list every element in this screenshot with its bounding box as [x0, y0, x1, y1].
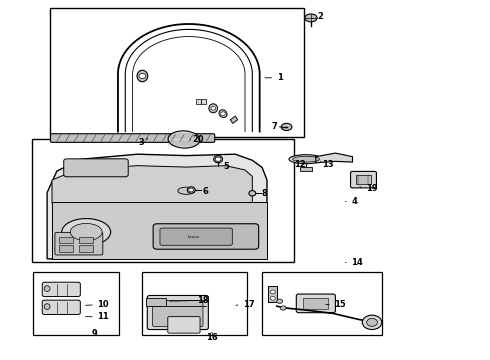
FancyBboxPatch shape [50, 134, 215, 142]
Ellipse shape [289, 155, 323, 164]
Text: Lexus: Lexus [188, 235, 200, 239]
Text: 17: 17 [243, 300, 255, 309]
Ellipse shape [71, 224, 102, 240]
Text: 14: 14 [351, 258, 363, 267]
Text: 13: 13 [322, 161, 334, 170]
Text: 2: 2 [318, 12, 323, 21]
Bar [59, 245, 73, 252]
Ellipse shape [214, 156, 222, 163]
Ellipse shape [178, 187, 195, 194]
Ellipse shape [281, 123, 292, 131]
Bar [201, 99, 206, 104]
Bar [147, 298, 166, 306]
Circle shape [277, 299, 283, 303]
Ellipse shape [62, 219, 111, 246]
Text: 18: 18 [197, 296, 209, 305]
Bar [262, 272, 382, 335]
Text: 10: 10 [98, 300, 109, 309]
Bar [300, 167, 313, 171]
Ellipse shape [44, 286, 50, 292]
Text: 7: 7 [271, 122, 277, 131]
FancyBboxPatch shape [153, 224, 259, 249]
Ellipse shape [249, 190, 256, 196]
Circle shape [139, 73, 146, 78]
Bar [32, 139, 294, 262]
Text: 15: 15 [334, 300, 346, 309]
Bar [79, 237, 93, 243]
Polygon shape [52, 202, 267, 259]
Bar [356, 175, 370, 184]
FancyBboxPatch shape [168, 317, 200, 333]
FancyBboxPatch shape [160, 228, 232, 245]
Ellipse shape [293, 156, 319, 162]
FancyBboxPatch shape [42, 282, 80, 297]
Polygon shape [316, 153, 352, 163]
Circle shape [270, 297, 275, 300]
FancyBboxPatch shape [64, 159, 128, 177]
Ellipse shape [187, 187, 195, 193]
Text: 16: 16 [206, 333, 218, 342]
Bar [49, 8, 304, 137]
Bar [303, 298, 328, 309]
Circle shape [270, 290, 275, 294]
Ellipse shape [168, 131, 200, 148]
Circle shape [215, 157, 221, 161]
Bar [79, 245, 93, 252]
FancyBboxPatch shape [153, 301, 203, 327]
Circle shape [367, 319, 377, 326]
Text: 20: 20 [193, 135, 204, 144]
Text: 9: 9 [92, 329, 98, 338]
Text: 6: 6 [203, 187, 209, 196]
Bar [33, 272, 119, 335]
Circle shape [280, 306, 286, 310]
Text: 4: 4 [351, 197, 357, 206]
Bar [269, 286, 277, 302]
Text: 12: 12 [294, 161, 306, 170]
Ellipse shape [219, 110, 227, 117]
Polygon shape [230, 116, 238, 123]
FancyBboxPatch shape [55, 232, 103, 255]
Bar [143, 272, 247, 335]
Circle shape [189, 188, 194, 192]
Text: 11: 11 [98, 312, 109, 321]
FancyBboxPatch shape [42, 300, 80, 315]
Ellipse shape [305, 14, 317, 22]
Bar [59, 237, 73, 243]
FancyBboxPatch shape [147, 296, 208, 329]
Ellipse shape [137, 70, 148, 82]
Ellipse shape [209, 104, 218, 113]
Polygon shape [52, 166, 252, 203]
Text: 3: 3 [138, 138, 144, 147]
Ellipse shape [44, 304, 50, 310]
Bar [196, 99, 201, 104]
Circle shape [362, 315, 382, 329]
Text: 5: 5 [223, 162, 229, 171]
Polygon shape [47, 154, 267, 259]
Text: 8: 8 [262, 189, 268, 198]
FancyBboxPatch shape [296, 294, 335, 313]
Circle shape [220, 112, 225, 116]
Text: 1: 1 [277, 73, 283, 82]
Text: 19: 19 [366, 184, 378, 193]
Circle shape [211, 107, 216, 110]
FancyBboxPatch shape [350, 171, 376, 188]
